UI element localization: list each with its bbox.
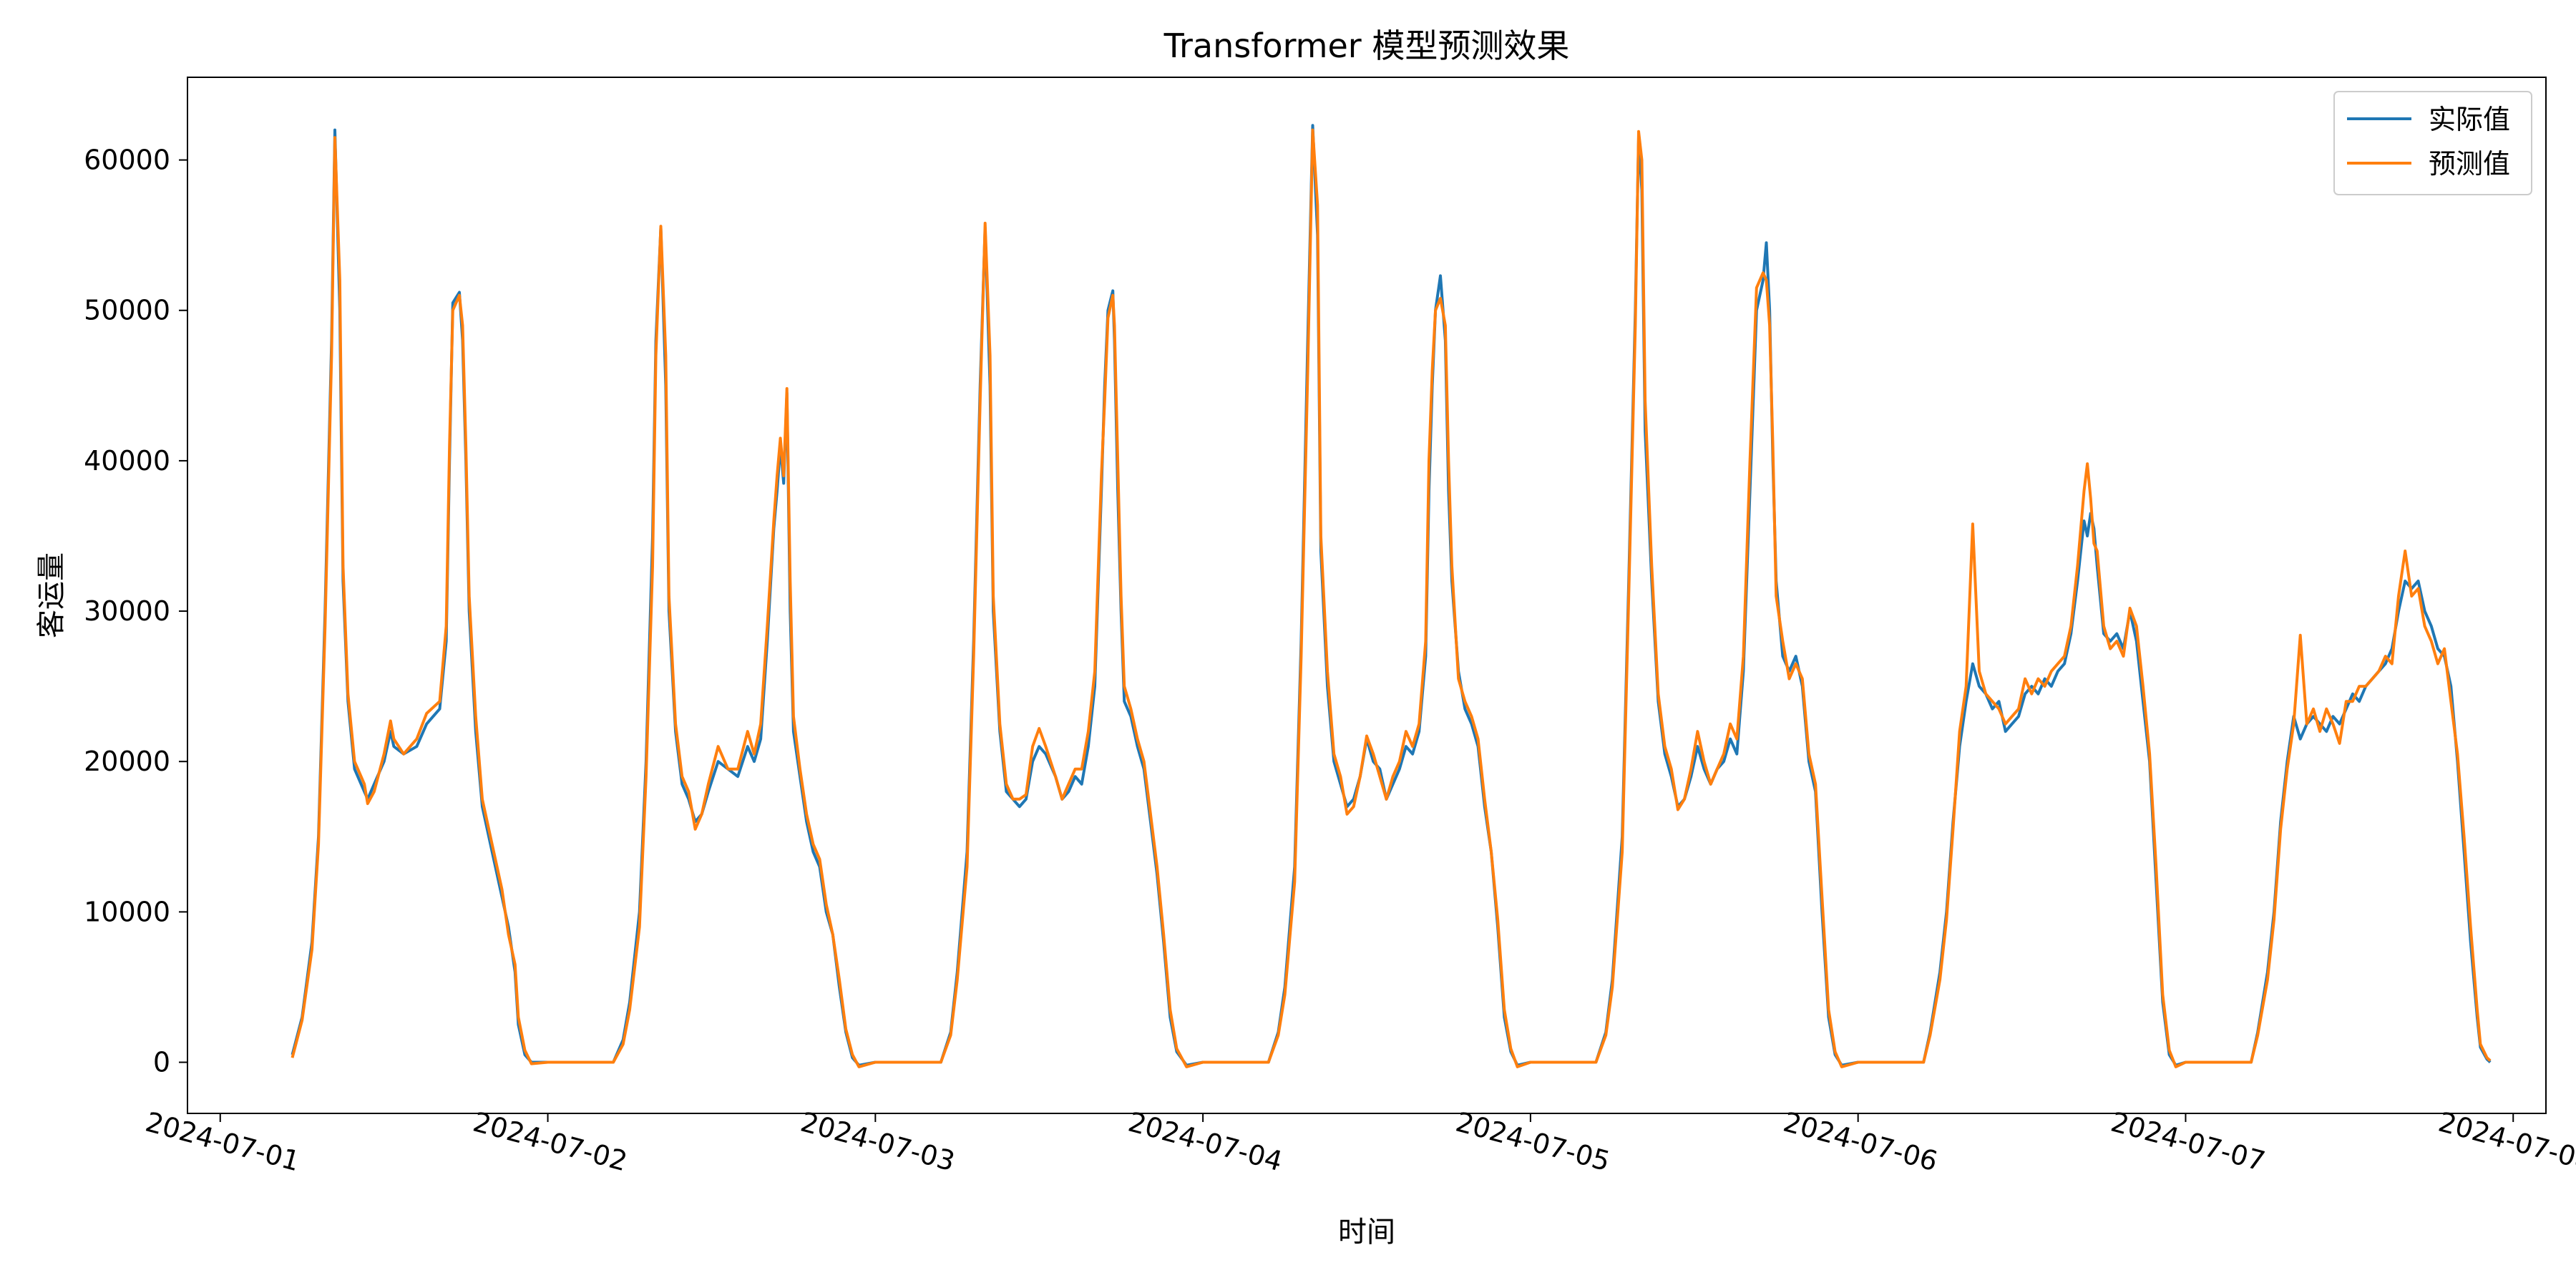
series-line-predicted [291, 128, 2492, 1068]
y-tick-label: 20000 [84, 746, 170, 777]
plot-frame [187, 77, 2547, 1114]
y-tick-label: 50000 [84, 295, 170, 326]
y-tick-label: 40000 [84, 445, 170, 477]
y-axis-title: 客运量 [35, 552, 68, 638]
legend: 实际值 预测值 [2333, 91, 2532, 195]
y-tick-label: 30000 [84, 595, 170, 627]
legend-label-actual: 实际值 [2429, 104, 2510, 135]
y-tick-label: 10000 [84, 896, 170, 927]
chart-title: Transformer 模型预测效果 [1163, 26, 1570, 65]
plot-lines [291, 124, 2492, 1068]
y-tick-label: 0 [153, 1047, 170, 1078]
y-tick-label: 60000 [84, 145, 170, 176]
y-axis-ticks: 0 10000 20000 30000 40000 50000 60000 [84, 145, 187, 1078]
x-axis-title: 时间 [1338, 1216, 1395, 1249]
legend-label-predicted: 预测值 [2429, 148, 2510, 180]
